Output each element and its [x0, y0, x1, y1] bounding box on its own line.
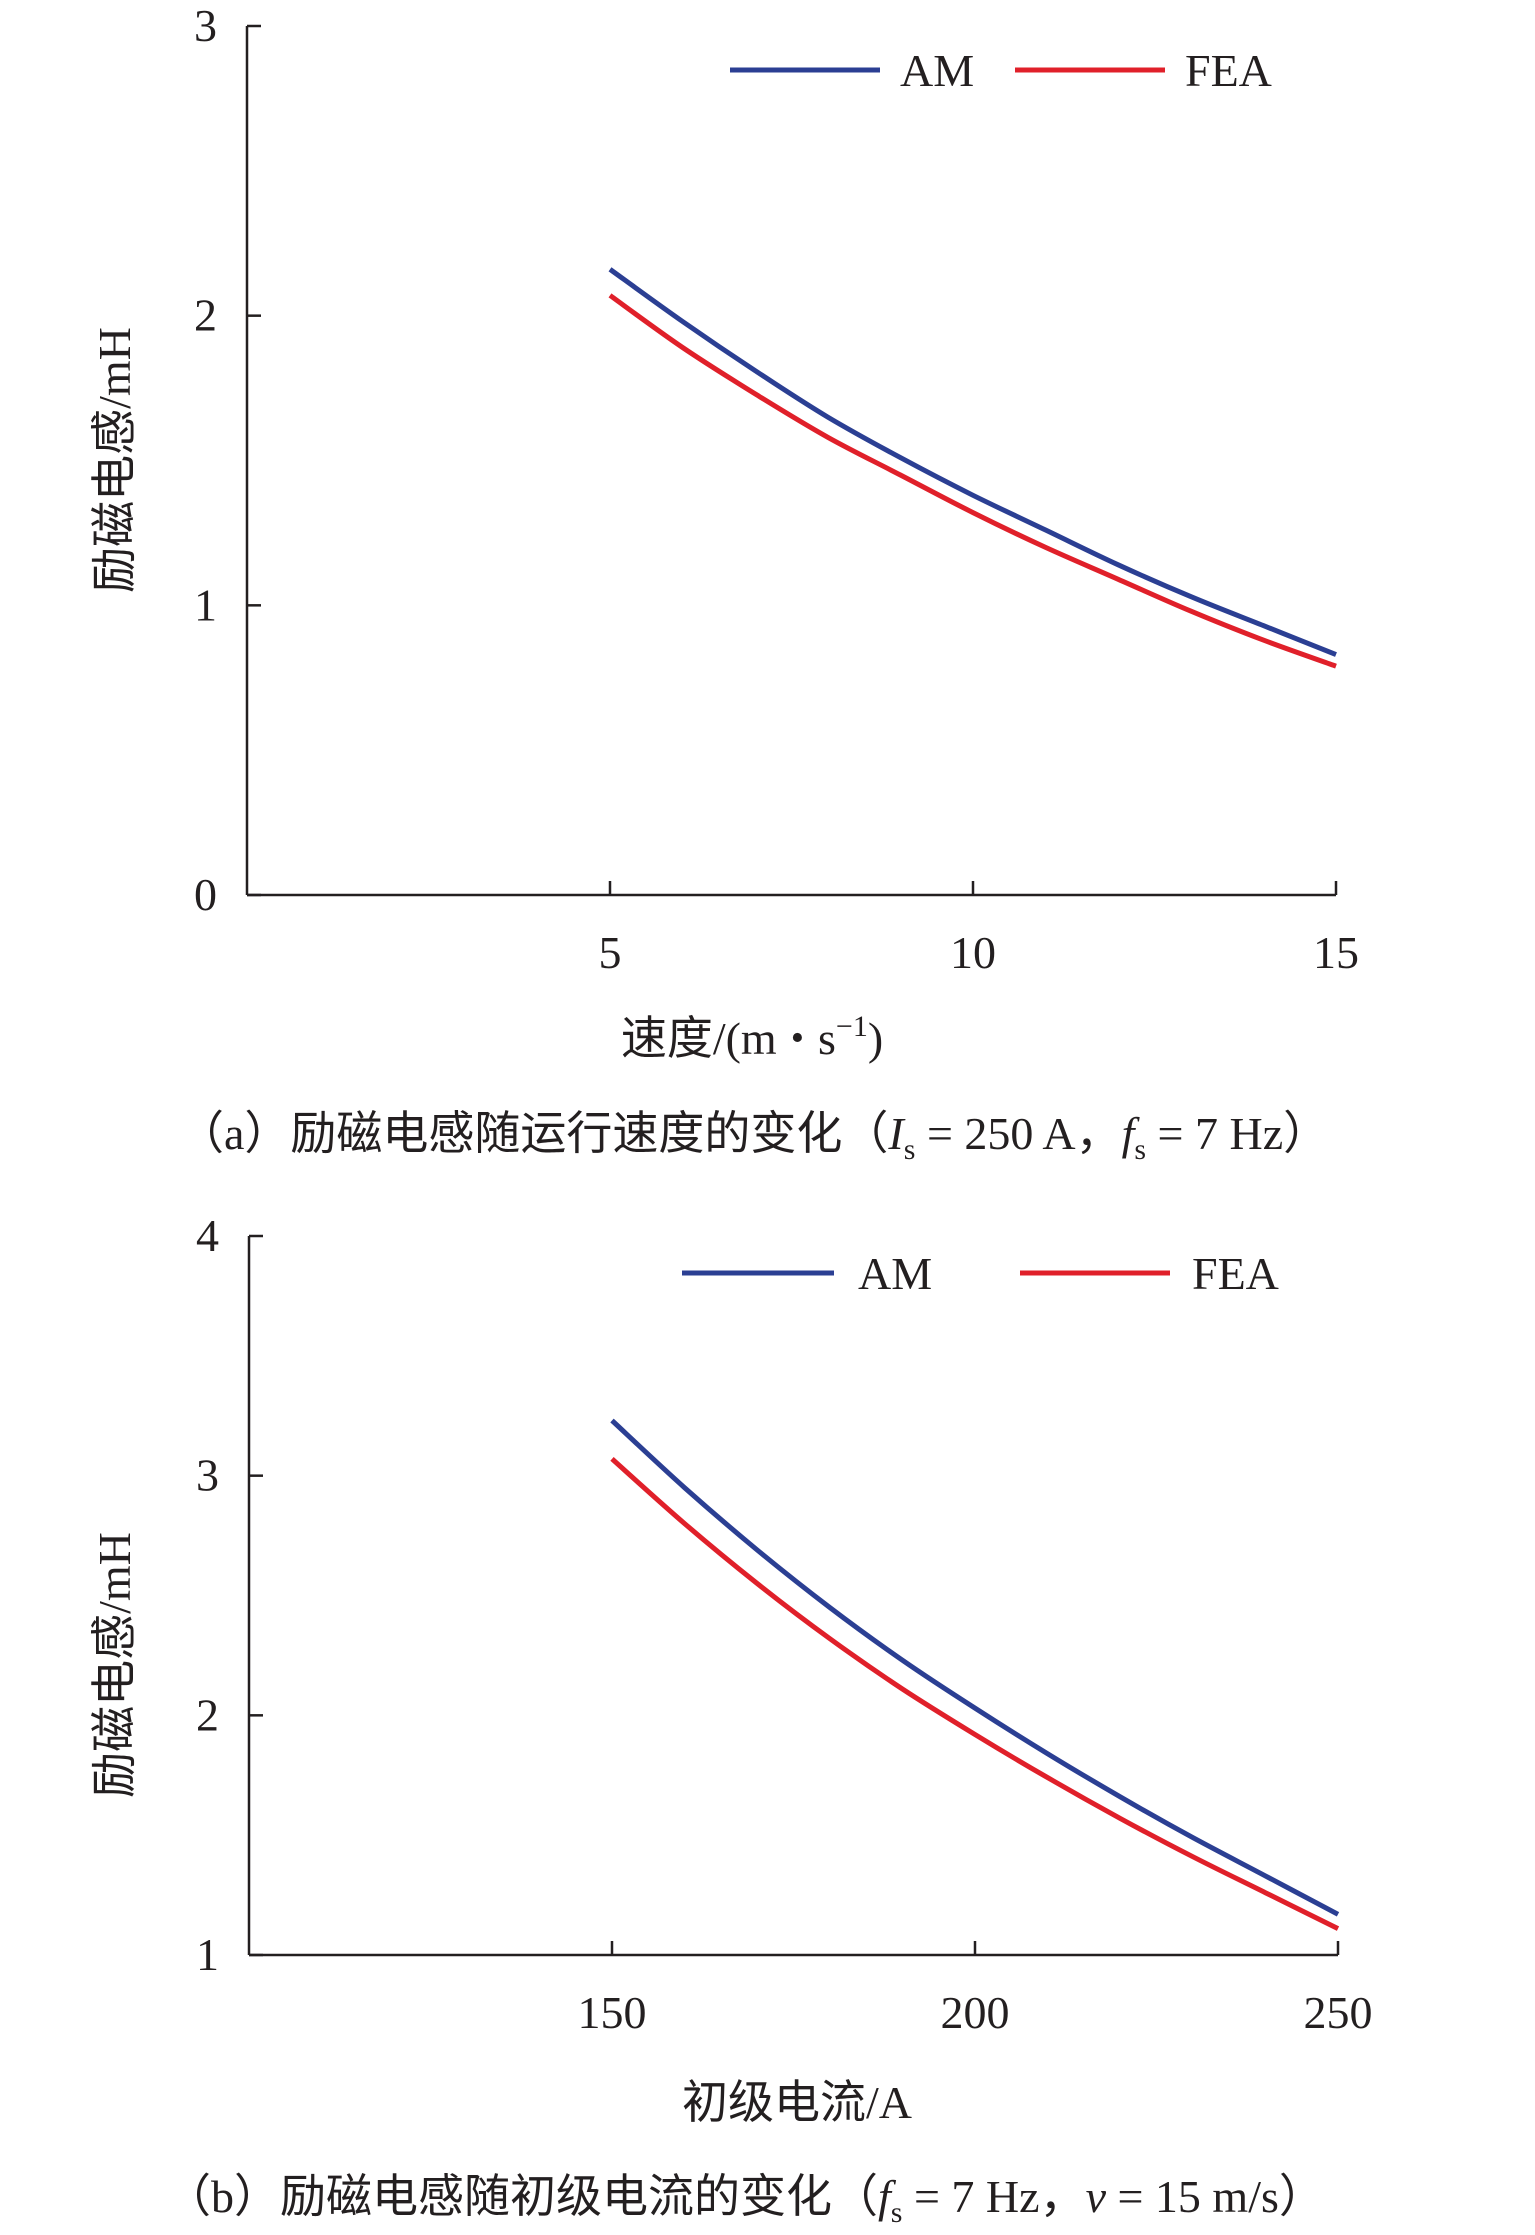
chart-a-ytick-label-3: 3: [194, 0, 217, 51]
chart-b-xtick-label-200: 200: [941, 1987, 1010, 2038]
chart-b-ytick-label-1: 1: [196, 1929, 219, 1980]
chart-a-xlabel: 速度/(m • s−1): [621, 1010, 883, 1064]
chart-b-series: [610, 1418, 1340, 1931]
chart-a-series: [608, 267, 1337, 669]
chart-a-xlabel-sup: −1: [836, 1010, 868, 1043]
chart-a-xlabel-bullet: •: [791, 1017, 804, 1059]
chart-b-series-fea: [610, 1457, 1340, 1931]
chart-a-caption-sub1: s: [904, 1133, 916, 1166]
chart-b-series-am: [610, 1418, 1340, 1917]
chart-b-legend-label-am: AM: [858, 1248, 932, 1299]
chart-a-legend: AM FEA: [730, 45, 1272, 96]
chart-b-caption-var2: v: [1086, 2171, 1107, 2222]
chart-a-caption: （a）励磁电感随运行速度的变化（Is = 250 A，fs = 7 Hz）: [178, 1108, 1329, 1166]
chart-b-xtick-label-250: 250: [1304, 1987, 1373, 2038]
chart-b-ylabel: 励磁电感/mH: [89, 1532, 140, 1798]
chart-b-axes: [247, 1236, 1338, 1957]
chart-a-caption-prefix: （a）励磁电感随运行速度的变化（: [178, 1108, 888, 1159]
chart-b-caption-prefix: （b）励磁电感随初级电流的变化（: [165, 2171, 878, 2222]
chart-a-caption-sub2: s: [1134, 1133, 1146, 1166]
chart-a-xlabel-close: ): [868, 1013, 883, 1064]
chart-b-xlabel: 初级电流/A: [682, 2077, 912, 2128]
chart-a-caption-mid2: = 7 Hz）: [1146, 1108, 1329, 1159]
chart-a-ytick-label-2: 2: [194, 290, 217, 341]
chart-a-legend-label-am: AM: [900, 45, 974, 96]
chart-a-axes: [245, 26, 1336, 897]
chart-b-caption-mid2: = 15 m/s）: [1106, 2171, 1325, 2222]
chart-a-caption-mid1: = 250 A，: [915, 1108, 1121, 1159]
chart-a-ytick-label-1: 1: [194, 579, 217, 630]
chart-b-caption-mid1: = 7 Hz，: [902, 2171, 1085, 2222]
chart-b-legend-label-fea: FEA: [1192, 1248, 1279, 1299]
chart-a-xlabel-s: s: [818, 1013, 836, 1064]
chart-b-ytick-label-2: 2: [196, 1689, 219, 1740]
chart-b-xtick-label-150: 150: [578, 1987, 647, 2038]
chart-a-series-am: [608, 267, 1337, 657]
chart-a-xtick-label-10: 10: [950, 927, 996, 978]
chart-b-ytick-label-4: 4: [196, 1210, 219, 1261]
chart-a-caption-var1: I: [887, 1108, 906, 1159]
chart-a-series-fea: [608, 293, 1337, 669]
chart-a-xlabel-main: 速度/(m: [621, 1013, 777, 1064]
chart-a-legend-label-fea: FEA: [1185, 45, 1272, 96]
chart-a-xtick-label-5: 5: [599, 927, 622, 978]
chart-b-ticks: 1 2 3 4 150 200 250: [196, 1210, 1373, 2038]
chart-b-ytick-label-3: 3: [196, 1450, 219, 1501]
chart-a-ticks: 0 1 2 3 5 10 15: [194, 0, 1359, 978]
chart-a-ytick-label-0: 0: [194, 869, 217, 920]
chart-b-caption-sub1: s: [891, 2196, 903, 2229]
chart-b-legend: AM FEA: [682, 1248, 1279, 1299]
chart-a-xtick-label-15: 15: [1313, 927, 1359, 978]
chart-b: 1 2 3 4 150 200 250 AM FEA 励磁电感/mH 初级电流/A （b）励磁…: [89, 1210, 1373, 2229]
chart-a-ylabel: 励磁电感/mH: [89, 327, 140, 593]
chart-b-caption: （b）励磁电感随初级电流的变化（fs = 7 Hz，v = 15 m/s）: [165, 2171, 1325, 2229]
